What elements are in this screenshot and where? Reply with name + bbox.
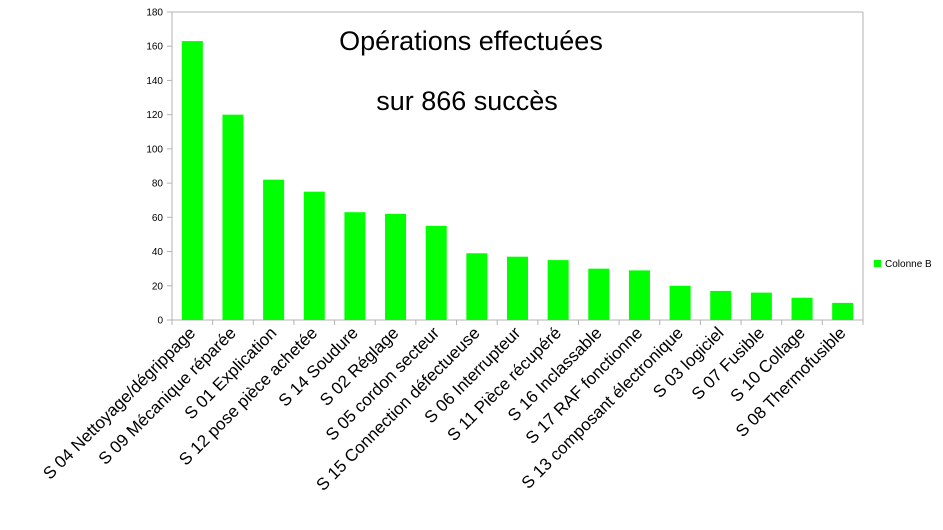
bar [588, 268, 610, 320]
bar [547, 260, 569, 320]
bars [181, 41, 854, 321]
x-category-label: S 04 Nettoyage/dégrippage [39, 323, 199, 483]
bar [466, 253, 488, 320]
bar [750, 292, 772, 320]
y-tick-label: 160 [146, 42, 163, 53]
chart-title: Opérations effectuées [339, 26, 603, 56]
bar [344, 212, 366, 320]
bar [181, 41, 203, 320]
bar [222, 114, 244, 321]
y-tick-label: 120 [146, 110, 163, 121]
legend: Colonne B [874, 259, 932, 270]
bar [303, 191, 325, 320]
y-tick-label: 20 [152, 281, 164, 292]
y-tick-label: 80 [152, 179, 164, 190]
legend-swatch [874, 260, 881, 267]
bar [791, 297, 813, 320]
y-tick-label: 140 [146, 76, 163, 87]
y-tick-label: 100 [146, 144, 163, 155]
legend-label: Colonne B [885, 259, 932, 270]
bar [263, 179, 285, 320]
y-tick-label: 40 [152, 247, 164, 258]
bar [832, 302, 854, 320]
bar [507, 256, 528, 320]
bar [710, 290, 732, 320]
bar [385, 213, 407, 320]
bar [425, 225, 447, 320]
y-axis-ticks: 0 20 40 60 80 100 120 140 160 180 [146, 8, 172, 327]
y-tick-label: 180 [146, 8, 163, 19]
bar [628, 270, 650, 320]
x-axis-ticks [171, 320, 864, 325]
chart-subtitle: sur 866 succès [376, 86, 558, 116]
y-tick-label: 0 [157, 316, 163, 327]
y-tick-label: 60 [152, 213, 164, 224]
bar [669, 285, 691, 320]
